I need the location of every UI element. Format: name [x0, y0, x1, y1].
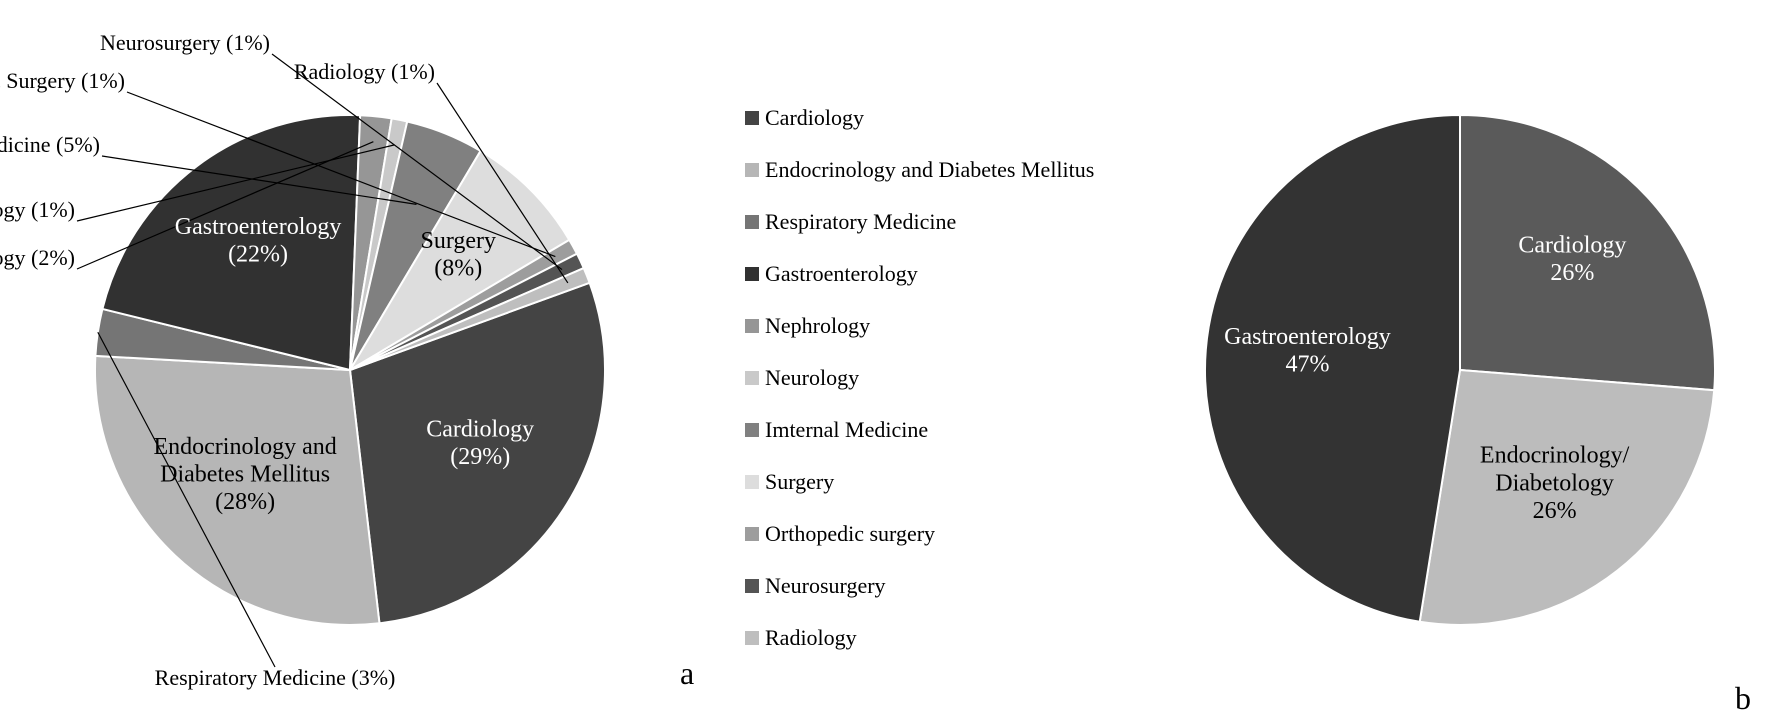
pie-chart-b: Cardiology26%Endocrinology/Diabetology26…: [0, 0, 1772, 715]
panel-label-a: a: [680, 655, 694, 692]
pie-slice: [1205, 115, 1460, 622]
panel-label-b: b: [1735, 680, 1751, 717]
